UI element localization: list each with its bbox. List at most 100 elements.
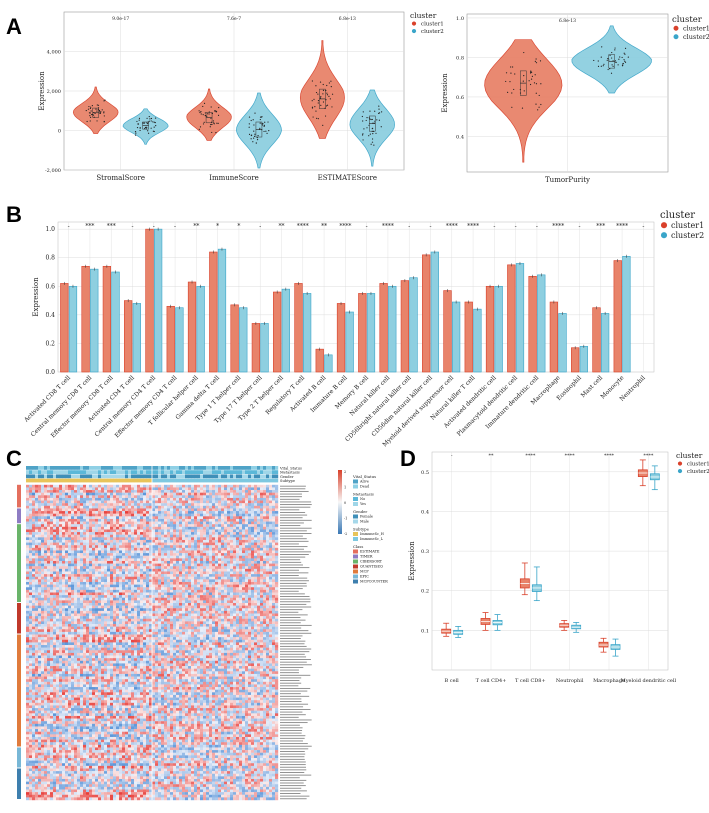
significance-label: - <box>642 223 644 230</box>
data-point <box>211 124 212 125</box>
heatmap-cell <box>95 508 98 511</box>
heatmap-cell <box>194 566 197 569</box>
heatmap-cell <box>191 590 194 593</box>
heatmap-cell <box>116 569 119 572</box>
heatmap-cell <box>257 543 260 546</box>
heatmap-cell <box>197 582 200 585</box>
heatmap-cell <box>41 485 44 488</box>
heatmap-cell <box>92 540 95 543</box>
heatmap-cell <box>176 490 179 493</box>
heatmap-cell <box>170 495 173 498</box>
legend-label-cluster1: cluster1 <box>671 221 704 230</box>
heatmap-cell <box>143 514 146 517</box>
heatmap-cell <box>134 590 137 593</box>
heatmap-cell <box>134 561 137 564</box>
heatmap-cell <box>101 606 104 609</box>
heatmap-cell <box>215 598 218 601</box>
heatmap-cell <box>50 608 53 611</box>
heatmap-cell <box>146 511 149 514</box>
heatmap-cell <box>77 493 80 496</box>
heatmap-cell <box>272 506 275 509</box>
heatmap-cell <box>74 519 77 522</box>
heatmap-cell <box>83 574 86 577</box>
heatmap-cell <box>143 582 146 585</box>
heatmap-cell <box>239 506 242 509</box>
heatmap-cell <box>161 487 164 490</box>
bar-cluster2 <box>495 286 503 372</box>
heatmap-cell <box>158 508 161 511</box>
bar-cluster1 <box>422 255 430 372</box>
heatmap-cell <box>50 577 53 580</box>
data-point <box>254 134 255 135</box>
heatmap-cell <box>38 595 41 598</box>
heatmap-cell <box>41 498 44 501</box>
heatmap-cell <box>53 595 56 598</box>
heatmap-cell <box>107 501 110 504</box>
heatmap-cell <box>32 548 35 551</box>
significance-label: *** <box>107 223 116 230</box>
heatmap-cell <box>215 516 218 519</box>
heatmap-cell <box>230 571 233 574</box>
heatmap-cell <box>176 501 179 504</box>
heatmap-cell <box>104 608 107 611</box>
heatmap-cell <box>224 566 227 569</box>
legend-label-cluster2: cluster2 <box>683 33 709 41</box>
heatmap-cell <box>185 532 188 535</box>
heatmap-cell <box>158 550 161 553</box>
heatmap-cell <box>77 556 80 559</box>
heatmap-cell <box>155 590 158 593</box>
heatmap-cell <box>110 553 113 556</box>
heatmap-cell <box>41 532 44 535</box>
heatmap-cell <box>62 561 65 564</box>
heatmap-cell <box>119 598 122 601</box>
heatmap-cell <box>161 603 164 606</box>
heatmap-cell <box>68 577 71 580</box>
heatmap-cell <box>260 524 263 527</box>
heatmap-cell <box>98 574 101 577</box>
heatmap-cell <box>188 566 191 569</box>
heatmap-cell <box>236 485 239 488</box>
heatmap-cell <box>179 548 182 551</box>
heatmap-cell <box>245 516 248 519</box>
heatmap-cell <box>206 595 209 598</box>
heatmap-cell <box>59 582 62 585</box>
heatmap-cell <box>134 579 137 582</box>
heatmap-cell <box>257 577 260 580</box>
heatmap-cell <box>59 558 62 561</box>
heatmap-cell <box>239 516 242 519</box>
heatmap-cell <box>218 545 221 548</box>
bar-cluster2 <box>133 303 141 372</box>
heatmap-cell <box>80 556 83 559</box>
heatmap-cell <box>29 527 32 530</box>
heatmap-cell <box>242 585 245 588</box>
heatmap-cell <box>167 571 170 574</box>
heatmap-cell <box>242 545 245 548</box>
heatmap-cell <box>38 550 41 553</box>
heatmap-cell <box>251 587 254 590</box>
heatmap-cell <box>209 564 212 567</box>
heatmap-cell <box>173 495 176 498</box>
heatmap-cell <box>209 506 212 509</box>
heatmap-cell <box>227 543 230 546</box>
data-point <box>135 131 136 132</box>
heatmap-cell <box>146 532 149 535</box>
heatmap-cell <box>95 501 98 504</box>
heatmap-cell <box>107 571 110 574</box>
heatmap-cell <box>32 545 35 548</box>
heatmap-cell <box>194 556 197 559</box>
heatmap-cell <box>59 561 62 564</box>
heatmap-cell <box>134 558 137 561</box>
heatmap-cell <box>230 537 233 540</box>
heatmap-cell <box>140 495 143 498</box>
heatmap-cell <box>275 577 278 580</box>
annotation-cell <box>152 470 155 474</box>
heatmap-cell <box>269 527 272 530</box>
data-point <box>331 86 332 87</box>
heatmap-cell <box>77 558 80 561</box>
heatmap-cell <box>47 503 50 506</box>
heatmap-cell <box>41 543 44 546</box>
heatmap-cell <box>71 550 74 553</box>
heatmap-cell <box>176 537 179 540</box>
heatmap-cell <box>92 587 95 590</box>
heatmap-cell <box>173 603 176 606</box>
